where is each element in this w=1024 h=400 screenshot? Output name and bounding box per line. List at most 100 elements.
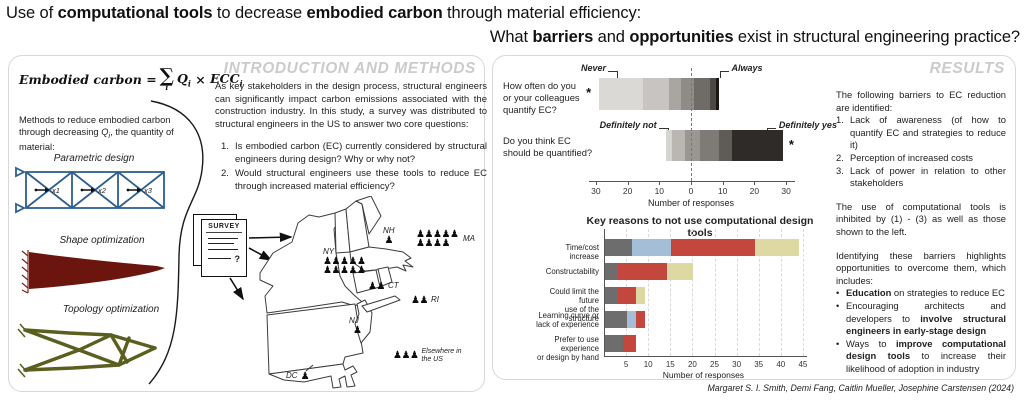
respondents-ri: ♟♟ <box>411 295 429 306</box>
person-icon: ♟ <box>357 264 366 276</box>
axis-tick <box>691 181 692 185</box>
reason-bar <box>605 263 694 280</box>
parametric-design-diagram: x1 x2 x3 <box>15 166 165 214</box>
axis-tick-label: 40 <box>776 360 786 369</box>
topology-optimization-diagram <box>17 323 157 378</box>
shape-optimization-label: Shape optimization <box>59 235 145 246</box>
survey-doc-line <box>208 248 238 250</box>
equation-equals: = <box>146 72 157 87</box>
likert-segment <box>709 78 717 110</box>
respondents-nj: ♟ <box>353 325 362 335</box>
person-icon: ♟ <box>348 264 358 276</box>
reason-bar-segment <box>605 335 623 352</box>
axis-tick-label: 20 <box>622 186 633 196</box>
reasons-x-axis <box>604 356 807 357</box>
person-icon: ♟ <box>323 264 332 276</box>
axis-tick <box>659 181 661 185</box>
likert-segment <box>684 130 701 161</box>
opportunity-1: Education on strategies to reduce EC <box>836 287 1006 300</box>
reasons-y-axis <box>604 229 605 356</box>
reason-bar-segment <box>631 239 672 256</box>
intro-question-list: Is embodied carbon (EC) currently consid… <box>221 141 487 194</box>
survey-doc-line <box>208 237 238 239</box>
barriers-intro: The following barriers to EC reduction a… <box>836 89 1006 113</box>
likert-segment <box>599 78 644 110</box>
person-icon: ♟ <box>441 238 451 249</box>
likert-segment <box>716 78 720 110</box>
axis-tick-label: 20 <box>687 360 697 369</box>
anchor-connector <box>766 128 768 130</box>
likert-min-label: Never <box>581 63 607 73</box>
state-label-nh: NH <box>383 226 395 235</box>
reason-bar-segment <box>618 263 667 280</box>
axis-tick <box>595 181 597 185</box>
person-icon: ♟ <box>340 255 349 267</box>
map-elsewhere-group: ♟♟♟ Elsewhere in the US <box>393 348 462 363</box>
axis-tick-label: 20 <box>749 186 760 196</box>
map-state-nj: NJ ♟ <box>349 316 362 335</box>
topology-optimization-label: Topology optimization <box>62 304 160 315</box>
reason-bar <box>605 335 636 352</box>
axis-tick-label: 30 <box>591 186 601 196</box>
state-label-ri: RI <box>431 295 439 305</box>
gridline <box>648 229 650 356</box>
likert-x-axis-label: Number of responses <box>647 198 735 208</box>
person-icon: ♟ <box>450 229 459 240</box>
axis-tick-label: 45 <box>798 360 808 369</box>
map-state-ny-shape <box>259 212 363 314</box>
reason-bar <box>605 311 645 328</box>
results-text-column: The following barriers to EC reduction a… <box>836 89 1006 375</box>
page-title-line1: Use of computational tools to decrease e… <box>6 4 642 22</box>
reason-bar <box>605 287 645 304</box>
axis-tick <box>722 181 724 185</box>
likert-question-label: How often do you or your colleagues quanti… <box>503 80 580 116</box>
embodied-carbon-equation: Embodied carbon = ∑ i Qi × ECCi <box>19 67 243 92</box>
map-state-pa-shape <box>266 303 364 375</box>
anchor-connector <box>608 71 618 72</box>
barriers-list: Lack of awareness (of how to quantify EC… <box>836 114 1006 190</box>
person-icon: ♟ <box>401 350 411 362</box>
person-icon: ♟ <box>331 264 341 276</box>
parametric-design-label: Parametric design <box>53 153 135 164</box>
reason-category-label: Prefer to use experience or design by han… <box>537 334 599 362</box>
state-label-ny: NY <box>323 247 335 256</box>
axis-tick-label: 25 <box>710 360 719 369</box>
likert-question-label: Do you think EC should be quantified? <box>503 135 593 159</box>
likert-segment <box>719 130 733 161</box>
equation-lhs: Embodied carbon <box>19 72 142 87</box>
map-state-dc: DC ♟ <box>286 371 310 381</box>
us-northeast-map <box>259 196 414 389</box>
anchor-connector <box>719 71 729 72</box>
respondents-nh: ♟ <box>383 235 395 245</box>
respondents-ct: ♟♟ <box>368 282 385 292</box>
person-icon: ♟ <box>410 350 419 362</box>
reason-category-label: Constructability <box>545 267 599 276</box>
respondents-ma: ♟♟♟♟♟♟♟♟♟ <box>416 229 460 249</box>
reason-bar-segment <box>618 287 636 304</box>
likert-segment <box>668 78 682 110</box>
gridline <box>736 229 738 356</box>
truss-var-x2: x2 <box>97 186 107 195</box>
reason-bar-segment <box>605 287 619 304</box>
reason-bar-segment <box>666 263 694 280</box>
reason-bar-segment <box>627 311 636 328</box>
anchor-connector <box>719 71 721 78</box>
anchor-connector <box>617 71 619 78</box>
map-state-me-shape <box>355 196 382 235</box>
state-label-ma: MA <box>463 233 475 243</box>
axis-tick-label: 35 <box>754 360 764 369</box>
anchor-connector <box>766 128 776 129</box>
axis-tick-label: 15 <box>665 360 675 369</box>
person-icon: ♟ <box>419 295 429 306</box>
reason-bar-segment <box>635 311 645 328</box>
likert-x-axis <box>589 181 795 182</box>
shape-optimization-diagram <box>21 250 165 294</box>
map-state-nh-shape <box>345 200 370 253</box>
likert-bar <box>599 78 720 110</box>
truss-var-x3: x3 <box>143 186 153 195</box>
person-icon: ♟ <box>340 264 349 276</box>
map-state-ct-shape <box>352 269 381 294</box>
reason-bar-segment <box>671 239 756 256</box>
intro-methods-panel: INTRODUCTION AND METHODS Embodied carbon… <box>8 55 487 392</box>
